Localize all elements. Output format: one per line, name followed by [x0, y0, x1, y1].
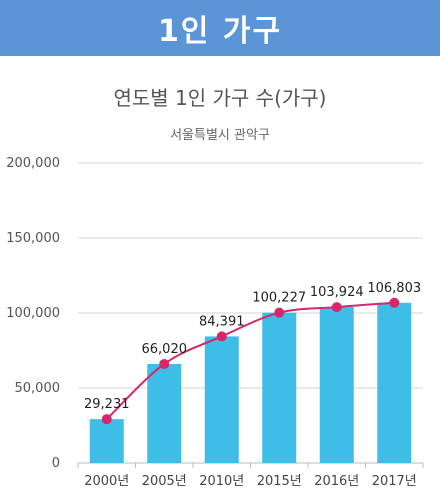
line-point: [216, 331, 227, 342]
line-point: [159, 358, 170, 369]
y-tick-label: 200,000: [6, 156, 60, 171]
bar: [262, 312, 297, 463]
x-tick-label: 2000년: [84, 474, 129, 489]
y-tick-label: 150,000: [6, 231, 60, 246]
line-point: [389, 297, 400, 308]
x-tick-label: 2017년: [372, 474, 417, 489]
bar: [319, 307, 354, 463]
data-label: 106,803: [367, 281, 421, 296]
data-label: 100,227: [252, 291, 306, 306]
data-label: 84,391: [199, 314, 245, 329]
x-tick-label: 2015년: [257, 474, 302, 489]
banner-title: 1인 가구: [157, 14, 283, 49]
data-label: 103,924: [310, 285, 364, 300]
y-tick-label: 100,000: [6, 306, 60, 321]
data-label: 29,231: [84, 397, 130, 412]
x-tick-label: 2005년: [142, 474, 187, 489]
y-tick-label: 0: [52, 456, 60, 471]
data-label: 66,020: [142, 342, 188, 357]
bar: [204, 336, 239, 463]
y-tick-label: 50,000: [15, 381, 61, 396]
header-banner: 1인 가구: [0, 0, 440, 56]
line-point: [274, 307, 285, 318]
chart-subtitle: 서울특별시 관악구: [170, 128, 270, 143]
x-tick-label: 2016년: [314, 474, 359, 489]
bar: [89, 419, 124, 463]
line-point: [331, 302, 342, 313]
chart-title: 연도별 1인 가구 수(가구): [113, 86, 327, 110]
bar: [147, 363, 182, 463]
bar: [377, 302, 412, 463]
x-tick-label: 2010년: [199, 474, 244, 489]
line-point: [101, 414, 112, 425]
